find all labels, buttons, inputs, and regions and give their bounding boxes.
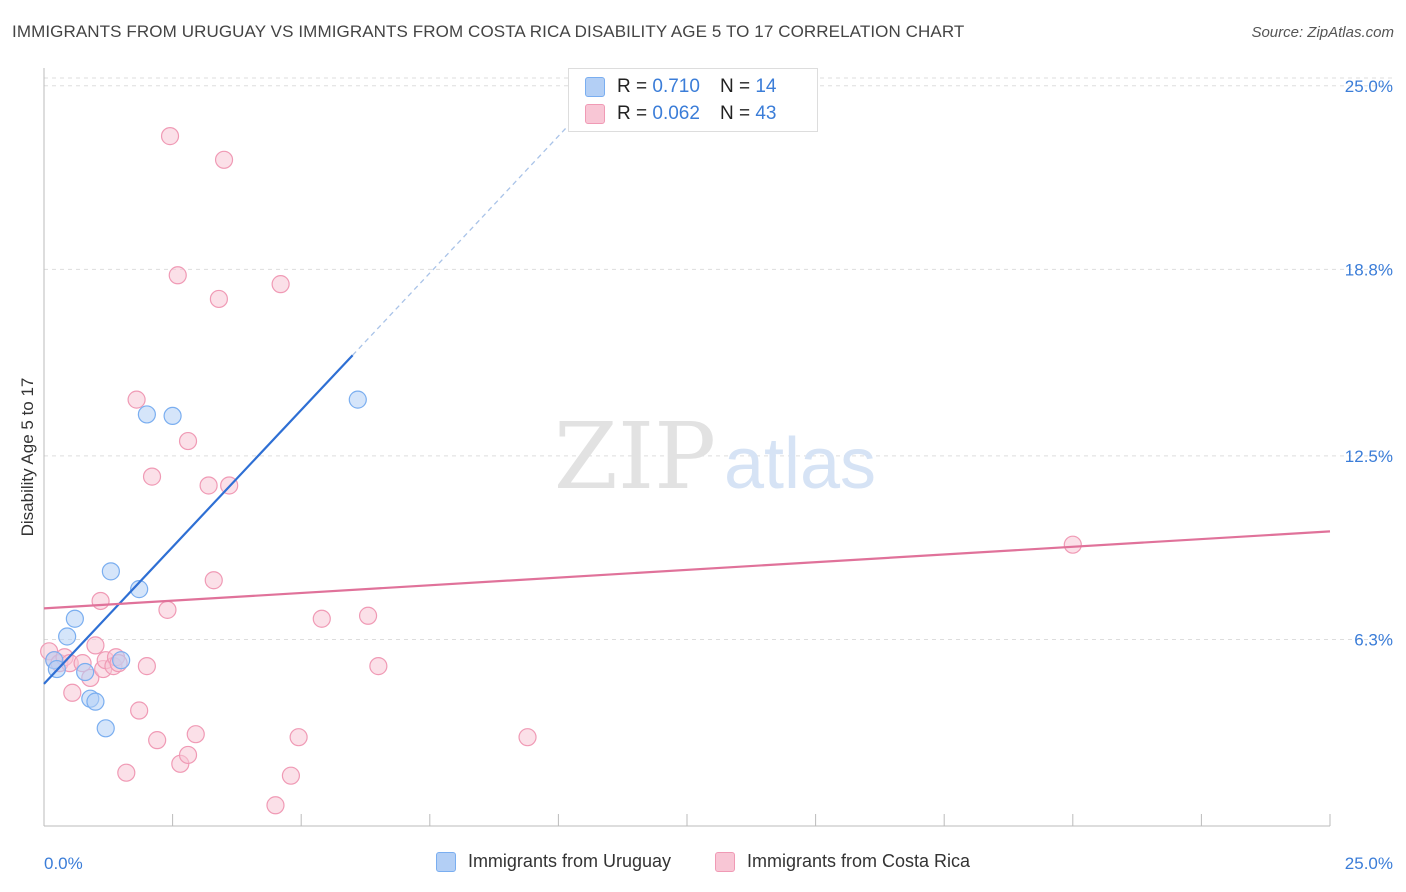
stats-legend-row-uruguay: R = 0.710 N = 14: [585, 75, 776, 99]
costa-rica-point: [518, 728, 537, 747]
tick-labels: 6.3% 12.5% 18.8% 25.0% 0.0% 25.0%: [44, 77, 1393, 873]
uruguay-point: [86, 692, 105, 711]
legend-label-uruguay: Immigrants from Uruguay: [467, 851, 671, 871]
costa-rica-point: [271, 275, 290, 294]
uruguay-point: [112, 651, 131, 670]
watermark: ZIP atlas: [554, 403, 876, 510]
uruguay-point: [58, 627, 77, 646]
gridlines: [44, 77, 1395, 640]
costa-rica-point: [199, 476, 218, 495]
costa-rica-point: [168, 266, 187, 285]
costa-rica-point: [369, 657, 388, 676]
costa-rica-point: [358, 606, 378, 625]
source-label: Source: ZipAtlas.com: [1251, 24, 1394, 41]
legend-item-costa-rica: Immigrants from Costa Rica: [715, 851, 970, 872]
costa-rica-point: [312, 609, 331, 628]
uruguay-point: [76, 662, 95, 682]
uruguay-r-value: 0.710: [652, 76, 700, 97]
legend-label-costa-rica: Immigrants from Costa Rica: [747, 851, 971, 871]
costa-rica-point: [160, 127, 180, 146]
chart-title: IMMIGRANTS FROM URUGUAY VS IMMIGRANTS FR…: [12, 22, 965, 41]
costa-rica-point: [178, 431, 198, 451]
uruguay-point: [65, 609, 84, 628]
axes: [43, 68, 1331, 827]
stats-legend-row-costa-rica: R = 0.062 N = 43: [585, 102, 776, 126]
x-tick-label: 0.0%: [44, 854, 83, 873]
legend-swatch-costa-rica: [715, 851, 735, 872]
costa-rica-point: [204, 571, 223, 590]
uruguay-point: [96, 719, 115, 738]
costa-rica-n-value: 43: [755, 103, 777, 124]
costa-rica-point: [178, 745, 198, 765]
y-tick-label: 12.5%: [1345, 447, 1393, 466]
uruguay-n-label: N =: [719, 76, 751, 97]
uruguay-point: [137, 405, 156, 424]
costa-rica-n-label: N =: [719, 103, 751, 124]
costa-rica-point: [281, 766, 301, 785]
costa-rica-r-label: R =: [617, 103, 648, 124]
uruguay-point: [163, 406, 182, 426]
watermark-zip: ZIP: [554, 403, 716, 510]
y-tick-label: 25.0%: [1345, 77, 1393, 96]
costa-rica-point: [266, 796, 285, 815]
stats-legend: R = 0.710 N = 14 R = 0.062 N = 43: [568, 68, 818, 132]
uruguay-point: [348, 390, 367, 409]
costa-rica-point: [130, 701, 149, 720]
costa-rica-point: [209, 289, 228, 309]
costa-rica-point: [63, 683, 82, 702]
trend-lines: [43, 113, 1331, 685]
uruguay-point: [130, 580, 149, 599]
uruguay-trend-line: [43, 354, 354, 685]
costa-rica-point: [289, 728, 308, 747]
y-tick-label: 6.3%: [1354, 630, 1393, 649]
costa-rica-point: [117, 763, 136, 782]
costa-rica-point: [148, 731, 167, 750]
uruguay-r-label: R =: [617, 76, 648, 97]
costa-rica-point: [214, 150, 234, 169]
legend-item-uruguay: Immigrants from Uruguay: [435, 851, 671, 872]
watermark-atlas: atlas: [724, 424, 876, 504]
costa-rica-swatch: [585, 104, 605, 124]
costa-rica-point: [186, 725, 205, 744]
y-tick-label: 18.8%: [1345, 260, 1393, 279]
uruguay-n-value: 14: [755, 76, 777, 97]
costa-rica-point: [142, 467, 162, 486]
costa-rica-point: [1063, 535, 1082, 554]
costa-rica-point: [158, 600, 177, 619]
costa-rica-point: [86, 636, 105, 655]
uruguay-trend-extension: [352, 113, 580, 356]
uruguay-swatch: [585, 77, 605, 97]
series-legend: Immigrants from Uruguay Immigrants from …: [0, 851, 1406, 872]
costa-rica-trend-line: [43, 530, 1331, 610]
x-tick-label: 25.0%: [1345, 854, 1393, 873]
costa-rica-point: [91, 591, 110, 611]
costa-rica-r-value: 0.062: [652, 103, 700, 124]
uruguay-point: [101, 562, 120, 581]
costa-rica-point: [137, 657, 156, 676]
legend-swatch-uruguay: [435, 851, 456, 872]
costa-rica-point: [127, 390, 146, 409]
